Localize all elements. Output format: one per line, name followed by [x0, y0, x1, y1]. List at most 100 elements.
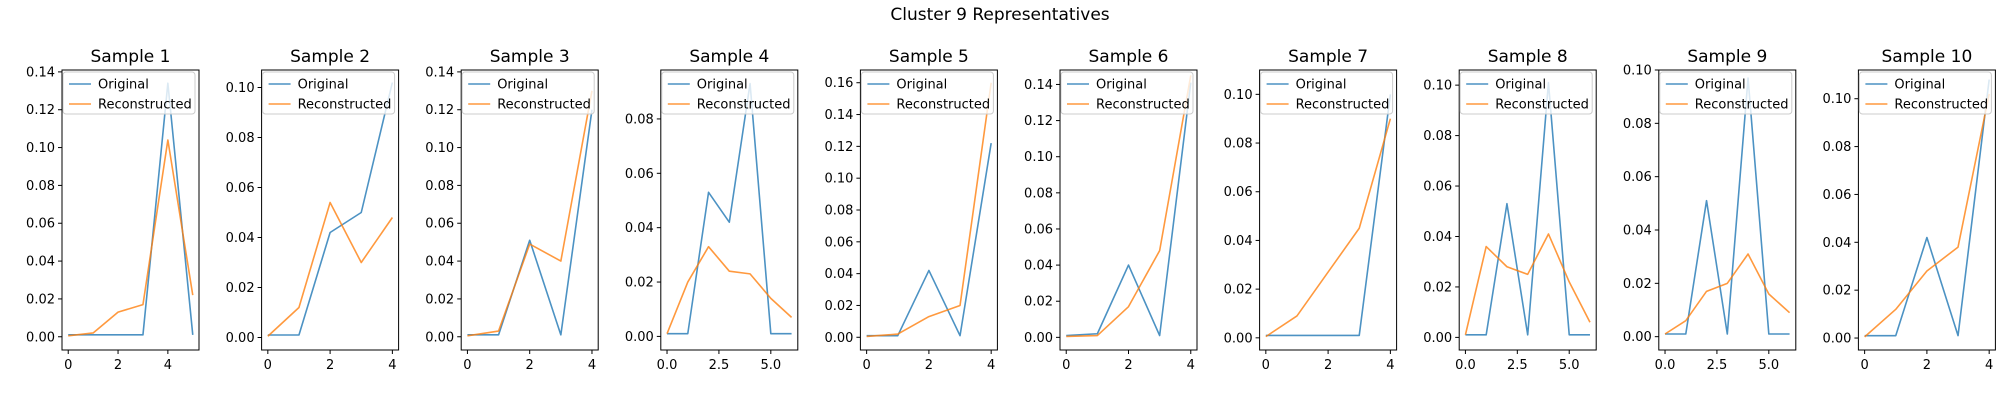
ytick-label: 0.08 — [824, 204, 853, 219]
ytick-label: 0.14 — [824, 108, 853, 123]
ytick-label: 0.08 — [1423, 129, 1452, 144]
ytick-label: 0.04 — [1423, 230, 1452, 245]
line-reconstructed-3 — [467, 90, 593, 337]
legend-label-reconstructed: Reconstructed — [497, 98, 591, 113]
ytick-label: 0.00 — [1423, 331, 1452, 346]
ytick-label: 0.04 — [26, 255, 55, 270]
ytick-label: 0.06 — [1024, 222, 1053, 237]
legend-box — [1260, 71, 1394, 115]
xtick-label: 0.0 — [1655, 358, 1676, 373]
ytick-label: 0.10 — [425, 141, 454, 156]
legend-box — [1060, 71, 1194, 115]
ytick-label: 0.10 — [1822, 92, 1851, 107]
legend-box — [461, 71, 595, 115]
ytick-label: 0.00 — [625, 330, 654, 345]
ytick-label: 0.06 — [425, 217, 454, 232]
ytick-label: 0.08 — [1024, 186, 1053, 201]
ytick-label: 0.02 — [625, 276, 654, 291]
line-reconstructed-7 — [1265, 118, 1392, 338]
line-original-6 — [1066, 82, 1192, 337]
ytick-label: 0.08 — [425, 179, 454, 194]
legend-8: Original Reconstructed — [1459, 71, 1593, 115]
ytick-label: 0.04 — [425, 255, 454, 270]
line-reconstructed-4 — [666, 245, 793, 334]
xtick-label: 4 — [588, 358, 596, 373]
legend-label-original: Original — [896, 78, 947, 93]
line-reconstructed-10 — [1864, 93, 1990, 338]
ytick-label: 0.06 — [824, 235, 853, 250]
legend-label-reconstructed: Reconstructed — [298, 98, 392, 113]
line-reconstructed-9 — [1664, 253, 1791, 335]
ytick-label: 0.12 — [26, 103, 55, 118]
axes-frame-4 — [660, 69, 799, 351]
legend-label-reconstructed: Reconstructed — [896, 98, 990, 113]
line-original-3 — [467, 109, 593, 336]
subplot-1: 0.00 0.02 0.04 0.06 0.08 0.10 0.12 0.14 0 2 4 Sampl… — [26, 47, 200, 373]
ytick-label: 0.08 — [1623, 117, 1652, 132]
ytick-label: 0.02 — [1224, 283, 1253, 298]
line-original-10 — [1864, 79, 1990, 337]
legend-label-reconstructed: Reconstructed — [697, 98, 791, 113]
legend-label-original: Original — [1096, 78, 1147, 93]
ytick-label: 0.06 — [26, 217, 55, 232]
ytick-label: 0.12 — [824, 140, 853, 155]
ytick-label: 0.10 — [1224, 88, 1253, 103]
subplot-9: 0.00 0.02 0.04 0.06 0.08 0.10 0.0 2.5 5.0 Sample … — [1623, 47, 1797, 373]
subplot-6: 0.00 0.02 0.04 0.06 0.08 0.10 0.12 0.14 0 2 4 Sampl… — [1024, 47, 1198, 373]
ytick-label: 0.04 — [1024, 259, 1053, 274]
legend-label-reconstructed: Reconstructed — [1096, 98, 1190, 113]
legend-box — [860, 71, 994, 115]
ytick-label: 0.14 — [26, 65, 55, 80]
xtick-label: 5.0 — [760, 358, 781, 373]
legend-4: Original Reconstructed — [661, 71, 795, 115]
ytick-label: 0.00 — [226, 331, 255, 346]
ytick-label: 0.02 — [425, 292, 454, 307]
ytick-label: 0.04 — [625, 221, 654, 236]
legend-5: Original Reconstructed — [860, 71, 994, 115]
line-reconstructed-5 — [866, 82, 992, 338]
xtick-label: 5.0 — [1559, 358, 1580, 373]
xtick-label: 4 — [164, 358, 172, 373]
legend-label-original: Original — [497, 78, 548, 93]
ytick-label: 0.00 — [824, 331, 853, 346]
ytick-label: 0.04 — [1822, 236, 1851, 251]
ytick-label: 0.00 — [1224, 331, 1253, 346]
line-original-4 — [667, 82, 792, 335]
legend-1: Original Reconstructed — [62, 71, 196, 115]
ytick-label: 0.02 — [226, 281, 255, 296]
subplot-10: 0.00 0.02 0.04 0.06 0.08 0.10 0 2 4 Sample 10 Orig… — [1822, 47, 1996, 373]
legend-label-reconstructed: Reconstructed — [98, 98, 192, 113]
ytick-label: 0.02 — [26, 292, 55, 307]
ytick-label: 0.00 — [1822, 332, 1851, 347]
ytick-label: 0.10 — [226, 81, 255, 96]
xtick-label: 0 — [64, 358, 72, 373]
xtick-label: 0 — [1062, 358, 1070, 373]
xtick-label: 2 — [114, 358, 122, 373]
ytick-label: 0.04 — [1623, 224, 1652, 239]
line-reconstructed-1 — [68, 139, 194, 337]
ytick-label: 0.06 — [1423, 180, 1452, 195]
ytick-label: 0.06 — [1224, 185, 1253, 200]
legend-box — [62, 71, 196, 115]
ytick-label: 0.12 — [425, 103, 454, 118]
line-original-1 — [68, 82, 194, 336]
xtick-label: 4 — [1187, 358, 1195, 373]
ytick-label: 0.00 — [425, 330, 454, 345]
ytick-label: 0.08 — [1224, 137, 1253, 152]
xtick-label: 2.5 — [709, 358, 730, 373]
ytick-label: 0.10 — [824, 172, 853, 187]
line-original-2 — [267, 82, 394, 336]
subplot-8: 0.00 0.02 0.04 0.06 0.08 0.10 0.0 2.5 5.0 Sample … — [1423, 47, 1597, 373]
ytick-label: 0.02 — [1822, 284, 1851, 299]
line-reconstructed-2 — [267, 201, 394, 337]
legend-box — [1459, 71, 1593, 115]
legend-label-reconstructed: Reconstructed — [1296, 98, 1390, 113]
legend-box — [262, 71, 396, 115]
subplot-title-8: Sample 8 — [1488, 47, 1568, 67]
ytick-label: 0.04 — [1224, 234, 1253, 249]
subplot-title-2: Sample 2 — [290, 47, 370, 67]
subplot-7: 0.00 0.02 0.04 0.06 0.08 0.10 0 2 4 Sample 7 Origi… — [1224, 47, 1398, 373]
xtick-label: 0 — [463, 358, 471, 373]
axes-frame-1 — [61, 69, 200, 351]
legend-label-original: Original — [98, 78, 149, 93]
